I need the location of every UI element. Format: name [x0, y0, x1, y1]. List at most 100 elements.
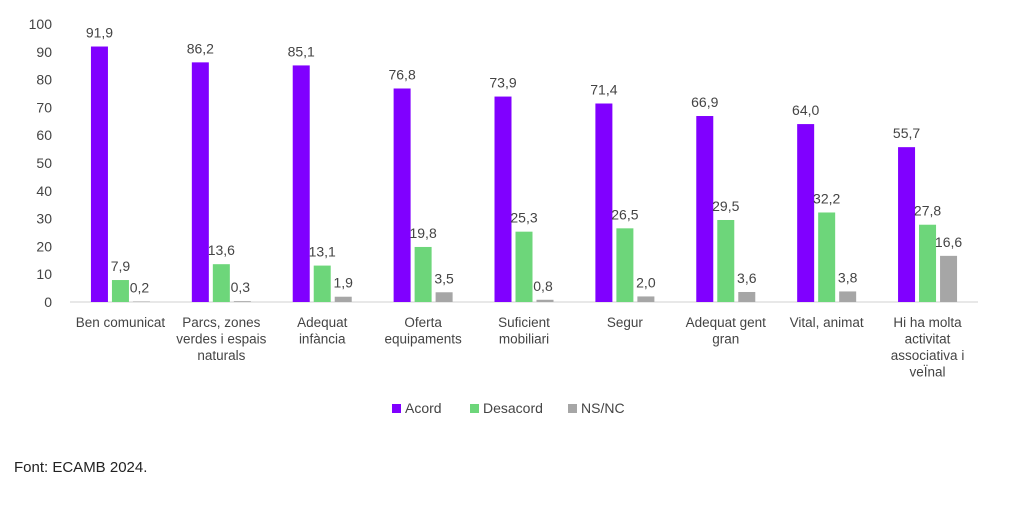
bar-ns-nc: [334, 296, 352, 302]
bar-desacord: [919, 224, 937, 302]
category-label-line: infància: [299, 332, 346, 347]
bar-ns-nc: [233, 301, 251, 302]
bar-acord: [90, 46, 108, 302]
category-label-line: equipaments: [384, 332, 462, 347]
data-label: 13,6: [208, 242, 235, 258]
bar-acord: [292, 65, 310, 302]
bar-ns-nc: [132, 301, 150, 302]
category-label-line: gran: [712, 332, 739, 347]
bar-desacord: [818, 212, 836, 302]
category-label-line: Hi ha molta: [893, 315, 962, 330]
y-tick-label: 100: [29, 16, 53, 32]
bar-ns-nc: [738, 291, 756, 302]
data-label: 0,8: [533, 278, 553, 294]
bar-desacord: [515, 231, 533, 302]
category-label-line: Vital, animat: [790, 315, 864, 330]
category-label-line: Oferta: [404, 315, 442, 330]
source-note: Font: ECAMB 2024.: [14, 459, 148, 476]
category-label-line: associativa i: [891, 348, 965, 363]
category-label-line: Adequat gent: [686, 315, 767, 330]
data-label: 66,9: [691, 94, 718, 110]
data-label: 3,8: [838, 269, 858, 285]
category-label: Parcs, zones verdes i espais naturals: [176, 315, 266, 363]
data-label: 0,3: [231, 279, 251, 295]
category-label: Adequat gent gran: [686, 315, 767, 347]
bar-acord: [595, 103, 613, 303]
bar-acord: [393, 88, 411, 302]
bar-acord: [797, 124, 815, 302]
data-label: 2,0: [636, 274, 656, 290]
data-label: 26,5: [611, 206, 638, 222]
bar-desacord: [111, 280, 129, 302]
data-label: 19,8: [409, 225, 436, 241]
data-label: 76,8: [388, 66, 415, 82]
data-label: 27,8: [914, 203, 941, 219]
category-label: Oferta equipaments: [384, 315, 462, 347]
y-tick-label: 60: [36, 127, 52, 143]
bar-acord: [898, 147, 916, 302]
category-label-line: Parcs, zones: [182, 315, 260, 330]
category-label-line: mobiliari: [499, 332, 549, 347]
y-tick-label: 30: [36, 211, 52, 227]
y-tick-label: 0: [44, 294, 52, 310]
bar-ns-nc: [435, 292, 453, 302]
bar-acord: [696, 116, 714, 302]
bar-desacord: [414, 246, 432, 302]
bar-acord: [494, 96, 512, 302]
data-label: 64,0: [792, 102, 819, 118]
data-label: 13,1: [309, 244, 336, 260]
legend-swatch: [392, 404, 401, 413]
bar-acord: [191, 62, 209, 302]
category-label: Hi ha molta activitat associativa i veÏnal: [891, 315, 965, 380]
bar-desacord: [616, 228, 634, 302]
y-tick-label: 50: [36, 155, 52, 171]
data-label: 86,2: [187, 40, 214, 56]
y-tick-label: 40: [36, 183, 52, 199]
legend-label: NS/NC: [581, 400, 625, 416]
category-label-line: Segur: [607, 315, 644, 330]
data-label: 7,9: [111, 258, 131, 274]
data-label: 3,6: [737, 270, 757, 286]
category-label-line: Ben comunicat: [76, 315, 166, 330]
y-tick-label: 80: [36, 72, 52, 88]
data-label: 0,2: [130, 279, 150, 295]
data-label: 29,5: [712, 198, 739, 214]
category-label: Suficient mobiliari: [498, 315, 550, 347]
y-tick-label: 90: [36, 44, 52, 60]
legend-label: Acord: [405, 400, 442, 416]
legend-swatch: [568, 404, 577, 413]
bar-desacord: [313, 265, 331, 302]
category-label: Ben comunicat: [76, 315, 166, 330]
data-label: 85,1: [288, 43, 315, 59]
bar-desacord: [717, 219, 735, 302]
category-label-line: naturals: [197, 348, 245, 363]
category-label: Segur: [607, 315, 644, 330]
bar-desacord: [212, 264, 230, 302]
legend-label: Desacord: [483, 400, 543, 416]
category-label-line: veÏnal: [910, 365, 946, 380]
category-label-line: Adequat: [297, 315, 348, 330]
category-label: Vital, animat: [790, 315, 864, 330]
data-label: 55,7: [893, 125, 920, 141]
data-label: 32,2: [813, 190, 840, 206]
category-label: Adequat infància: [297, 315, 348, 347]
data-label: 91,9: [86, 25, 113, 41]
category-label-line: Suficient: [498, 315, 550, 330]
y-tick-label: 20: [36, 238, 52, 254]
bar-ns-nc: [536, 299, 554, 302]
bar-ns-nc: [839, 291, 857, 302]
data-label: 25,3: [510, 210, 537, 226]
data-label: 3,5: [434, 270, 454, 286]
data-label: 73,9: [489, 75, 516, 91]
data-label: 71,4: [590, 82, 617, 98]
data-label: 1,9: [333, 275, 353, 291]
category-label-line: verdes i espais: [176, 332, 266, 347]
bar-ns-nc: [940, 255, 958, 302]
y-tick-label: 70: [36, 99, 52, 115]
y-tick-label: 10: [36, 266, 52, 282]
data-label: 16,6: [935, 234, 962, 250]
category-label-line: activitat: [905, 332, 951, 347]
bar-ns-nc: [637, 296, 655, 302]
legend-swatch: [470, 404, 479, 413]
